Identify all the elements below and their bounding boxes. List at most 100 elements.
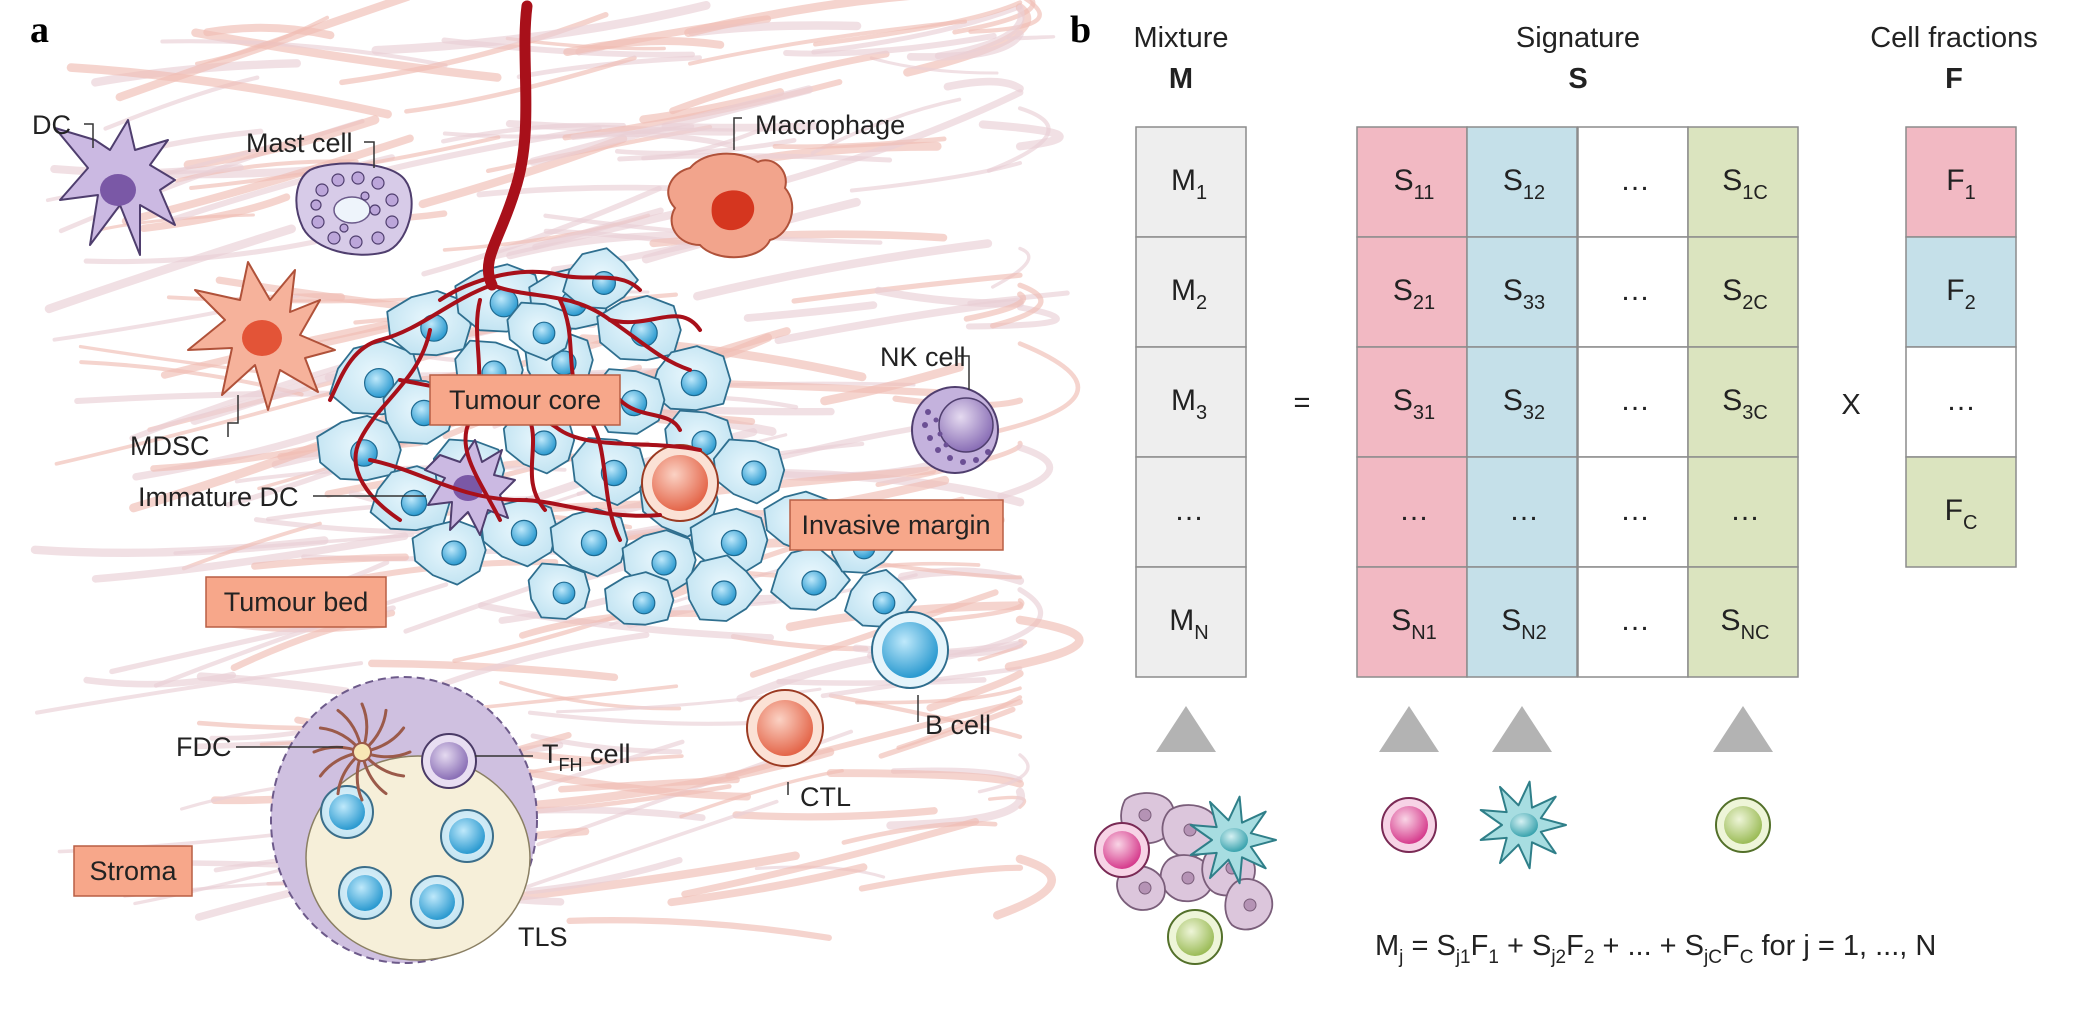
- capillary: [328, 283, 494, 402]
- signature-cell-label: SNC: [1721, 604, 1770, 644]
- stroma-fibre: [532, 207, 664, 251]
- macrophage-cell: [667, 152, 794, 259]
- mixture-matrix: M1 M2 M3 … MN: [1135, 126, 1247, 678]
- stroma-fibre: [993, 854, 1056, 920]
- mixture-cell: M2: [1135, 236, 1247, 348]
- stroma-fibre: [66, 63, 392, 119]
- stroma-fibre: [661, 122, 819, 132]
- stroma-fibre: [772, 136, 947, 150]
- formula-sub-6: jC: [1703, 947, 1722, 968]
- mixture-cell: M3: [1135, 346, 1247, 458]
- stroma-fibre: [518, 610, 702, 639]
- stroma-fibre: [103, 75, 260, 131]
- signature-cell: S21: [1356, 236, 1468, 348]
- formula-sub-1: j: [1398, 947, 1403, 968]
- stroma-fibre: [478, 602, 774, 641]
- stroma-fibre: [441, 122, 626, 144]
- mixture-dc-cell: [1189, 795, 1277, 885]
- equals-sign: =: [1294, 387, 1311, 419]
- signature-cell: S33: [1466, 236, 1578, 348]
- stroma-fibre: [688, 19, 968, 66]
- region-tumour-core-text: Tumour core: [449, 385, 601, 415]
- region-labels: Tumour core Invasive margin Tumour bed S…: [73, 374, 1004, 897]
- signature-cell-label: S3C: [1722, 384, 1768, 424]
- tls-b-cells: [320, 785, 494, 929]
- signature-cell: S3C: [1687, 346, 1799, 458]
- signature-cell-label: …: [1399, 494, 1429, 527]
- signature-cell: SN1: [1356, 566, 1468, 678]
- label-macrophage: Macrophage: [755, 110, 905, 140]
- stroma-fibre: [404, 55, 637, 114]
- panel-a: a: [30, 0, 1084, 964]
- signature-cell-label: S1C: [1722, 164, 1768, 204]
- fraction-cell-label: …: [1946, 384, 1976, 417]
- formula-part-2: = S: [1403, 930, 1455, 962]
- stroma-fibre: [878, 706, 1016, 759]
- stroma-fibre: [986, 106, 1051, 173]
- capillary: [618, 398, 682, 432]
- header-mixture: Mixture: [1133, 22, 1228, 54]
- formula-sub-3: 1: [1488, 947, 1499, 968]
- formula-sub-4: j2: [1550, 947, 1566, 968]
- mast-cell: [295, 162, 413, 256]
- stroma-fibre: [35, 661, 364, 715]
- label-mdsc: MDSC: [130, 431, 210, 461]
- stroma-fibre: [855, 686, 1022, 705]
- stroma-fibre: [78, 344, 277, 376]
- mixture-cell: MN: [1135, 566, 1247, 678]
- signature-cell-label: S33: [1503, 274, 1545, 314]
- stroma-fibre: [858, 864, 1024, 892]
- tumour-cell: [549, 507, 629, 578]
- stroma-fibre: [820, 362, 964, 406]
- stroma-fibre: [874, 286, 1024, 308]
- label-nk-cell: NK cell: [880, 342, 966, 372]
- stroma-fibre: [527, 710, 781, 726]
- stroma-fibre: [991, 246, 1031, 289]
- stroma-fibre: [132, 423, 347, 481]
- stroma-fibre: [525, 857, 683, 895]
- signature-cell-label: SN1: [1391, 604, 1437, 644]
- fraction-cell: F1: [1905, 126, 2017, 238]
- signature-cell-label: S21: [1393, 274, 1435, 314]
- signature-cell-label: …: [1620, 274, 1650, 307]
- stroma-fibre: [749, 589, 999, 678]
- signature-cell: S12: [1466, 126, 1578, 238]
- fraction-cell: FC: [1905, 456, 2017, 568]
- capillary: [608, 314, 702, 332]
- stroma-fibre: [667, 863, 868, 907]
- stroma-fibre: [115, 0, 411, 102]
- dc-cell: [54, 119, 176, 256]
- panel-b-letter: b: [1070, 9, 1091, 51]
- stroma-fibre: [371, 1, 711, 55]
- header-signature: Signature: [1516, 22, 1640, 54]
- mixture-cell: …: [1135, 456, 1247, 568]
- stroma-fibre: [684, 0, 910, 37]
- signature-cell-label: SN2: [1501, 604, 1547, 644]
- stroma-fibres: [30, 0, 1084, 941]
- signature-cell-label: …: [1620, 164, 1650, 197]
- leader-lines: [84, 117, 970, 795]
- signature-cell-label: …: [1730, 494, 1760, 527]
- stroma-fibre: [196, 672, 351, 696]
- stroma-fibre: [669, 50, 890, 115]
- stroma-fibre: [499, 680, 682, 711]
- stroma-fibre: [943, 77, 1024, 93]
- stroma-fibre: [251, 553, 409, 570]
- triangle-arrow: [1492, 706, 1552, 752]
- tumour-cell: [527, 562, 591, 620]
- stroma-fibre: [811, 4, 1023, 55]
- stroma-fibre: [681, 818, 980, 898]
- stroma-fibre: [83, 239, 318, 265]
- stroma-fibre: [160, 39, 448, 68]
- label-immature-dc: Immature DC: [138, 482, 299, 512]
- stroma-fibre: [732, 807, 938, 821]
- stroma-fibre: [886, 787, 1025, 830]
- stroma-fibre: [639, 88, 785, 124]
- mixture-cell-label: MN: [1169, 604, 1208, 644]
- signature-cell: …: [1356, 456, 1468, 568]
- deconvolution-formula: Mj = Sj1F1 + Sj2F2 + ... + SjCFC for j =…: [1375, 930, 1936, 968]
- triangle-arrow: [1713, 706, 1773, 752]
- tumour-cell: [770, 545, 851, 611]
- stroma-fibre: [754, 468, 1025, 507]
